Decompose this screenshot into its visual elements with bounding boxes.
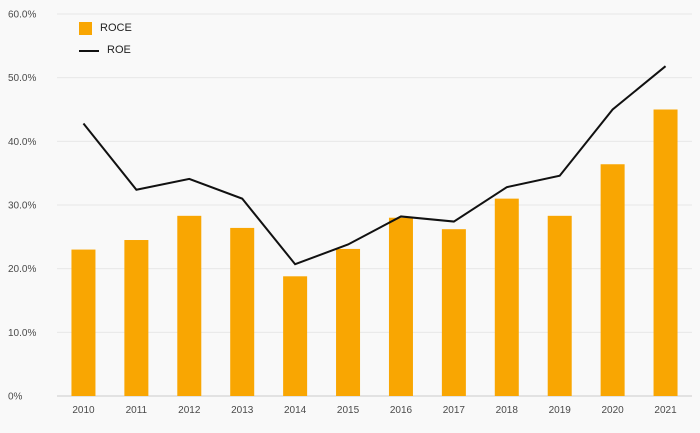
y-tick-label: 30.0% [8,201,36,212]
x-tick-label: 2021 [654,405,677,416]
bar-roce-2014 [283,276,308,396]
legend-item-roe: ROE [79,45,132,56]
roe-line-icon [79,49,99,52]
x-tick-label: 2018 [496,405,519,416]
x-tick-label: 2011 [126,405,148,416]
bar-roce-2021 [653,109,678,396]
bar-roce-2012 [177,215,202,396]
x-tick-label: 2019 [549,405,572,416]
chart-legend: ROCE ROE [79,22,132,56]
bar-roce-2015 [336,248,361,396]
bar-roce-2019 [547,215,572,396]
y-tick-label: 10.0% [8,328,36,339]
x-tick-label: 2014 [284,405,307,416]
legend-label-roce: ROCE [100,22,132,34]
y-tick-label: 60.0% [8,10,36,21]
bar-roce-2010 [71,249,96,396]
x-tick-label: 2015 [337,405,360,416]
y-tick-label: 0% [8,392,23,403]
x-tick-label: 2016 [390,405,413,416]
y-tick-label: 20.0% [8,264,36,275]
bar-roce-2017 [441,229,466,396]
x-tick-label: 2013 [231,405,254,416]
y-tick-label: 50.0% [8,73,36,84]
roe-line [82,65,667,266]
bar-roce-2016 [388,217,413,396]
bar-roce-2020 [600,164,625,396]
x-tick-label: 2010 [72,405,95,416]
x-tick-label: 2017 [443,405,466,416]
legend-label-roe: ROE [107,44,131,56]
roce-swatch-icon [79,22,92,35]
bar-roce-2013 [230,227,255,396]
y-tick-label: 40.0% [8,137,36,148]
bar-roce-2011 [124,240,149,396]
legend-item-roce: ROCE [79,22,132,35]
x-tick-label: 2012 [178,405,201,416]
x-tick-label: 2020 [602,405,625,416]
bar-roce-2018 [494,198,519,396]
